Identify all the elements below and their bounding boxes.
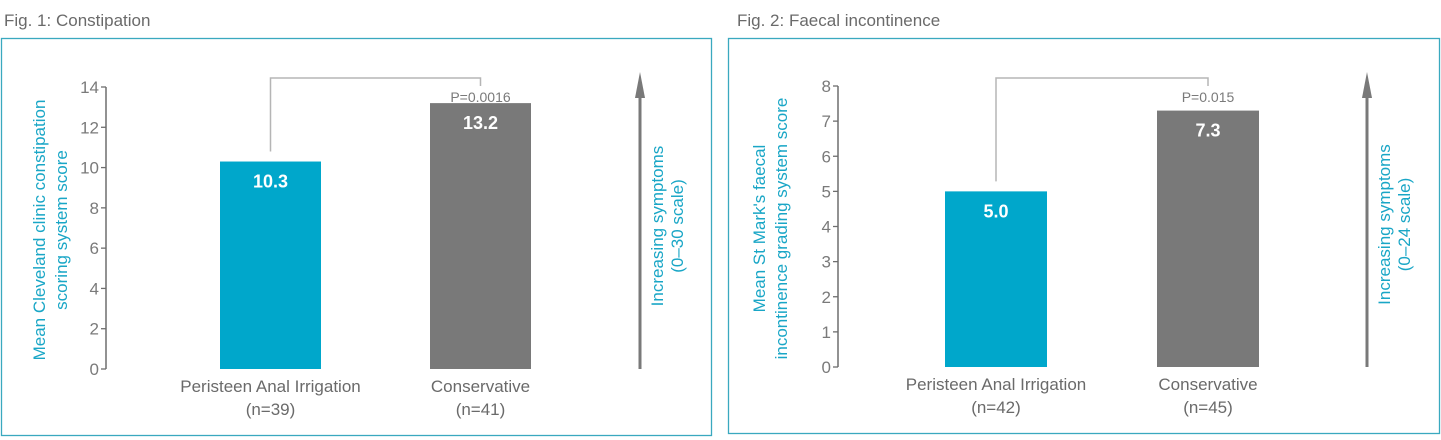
y-tick-label: 8 [90, 199, 99, 218]
y-tick-label: 4 [90, 279, 99, 298]
side-label-line: (0–24 scale) [1395, 178, 1414, 272]
y-axis-label-line: incontinence grading system score [772, 98, 791, 360]
y-axis-label: Mean Cleveland clinic constipation scorin… [30, 100, 71, 361]
y-tick-label: 3 [822, 253, 831, 272]
chart-frame [727, 37, 1441, 435]
y-tick-label: 2 [90, 320, 99, 339]
y-axis-label-line: scoring system score [52, 150, 71, 310]
chart-title: Fig. 2: Faecal incontinence [737, 11, 940, 30]
significance-bracket [269, 77, 482, 152]
bar-peristeen [220, 161, 321, 369]
y-tick-label: 0 [90, 360, 99, 379]
category-n-label: (n=45) [1183, 398, 1233, 417]
chart-panel-1: Fig. 1: Constipation 0 2 4 6 8 10 12 14 Mean Clev… [0, 11, 713, 437]
category-label: Peristeen Anal Irrigation [906, 375, 1087, 394]
side-label-line: Increasing symptoms [1375, 144, 1394, 305]
y-tick-label: 4 [822, 218, 831, 237]
bar-value-label: 5.0 [983, 201, 1008, 221]
category-n-label: (n=42) [971, 398, 1021, 417]
p-value-label: P=0.015 [1182, 89, 1235, 105]
y-tick-label: 5 [822, 182, 831, 201]
y-tick-label: 2 [822, 288, 831, 307]
y-tick-label: 6 [90, 239, 99, 258]
y-tick-label: 7 [822, 112, 831, 131]
side-label: Increasing symptoms(0–30 scale) [648, 146, 687, 307]
y-tick-label: 6 [822, 147, 831, 166]
category-label: Peristeen Anal Irrigation [180, 377, 361, 396]
bar-conservative [1157, 110, 1259, 368]
y-tick-label: 10 [80, 159, 99, 178]
chart-frame [0, 37, 713, 437]
y-axis-label-line: Mean St Mark's faecal [750, 145, 769, 313]
category-n-label: (n=41) [456, 400, 506, 419]
category-label: Conservative [1158, 375, 1257, 394]
y-tick-label: 1 [822, 323, 831, 342]
y-axis-label: Mean St Mark's faecal incontinence gradin… [750, 98, 791, 360]
side-label: Increasing symptoms(0–24 scale) [1375, 144, 1414, 305]
chart-panel-2: Fig. 2: Faecal incontinence 0 1 2 3 4 5 6 7 8 Mean… [727, 11, 1441, 435]
y-tick-label: 0 [822, 358, 831, 377]
y-tick-label: 14 [80, 78, 99, 97]
side-label-line: Increasing symptoms [648, 146, 667, 307]
side-label-line: (0–30 scale) [668, 179, 687, 273]
y-tick-label: 12 [80, 118, 99, 137]
category-label: Conservative [431, 377, 530, 396]
p-value-label: P=0.0016 [450, 89, 511, 105]
bar-conservative [430, 103, 531, 369]
arrow-head-icon [1362, 72, 1372, 98]
category-n-label: (n=39) [246, 400, 296, 419]
significance-bracket [995, 77, 1209, 182]
arrow-head-icon [635, 72, 645, 98]
bar-value-label: 13.2 [463, 113, 498, 133]
y-axis-label-line: Mean Cleveland clinic constipation [30, 100, 49, 361]
bar-peristeen [945, 191, 1047, 367]
y-tick-label: 8 [822, 77, 831, 96]
bar-value-label: 10.3 [253, 172, 288, 192]
bar-value-label: 7.3 [1195, 121, 1220, 141]
chart-title: Fig. 1: Constipation [4, 11, 150, 30]
